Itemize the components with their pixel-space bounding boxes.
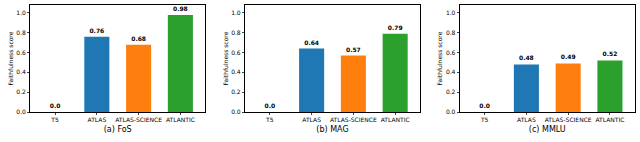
svg-text:0.98: 0.98	[173, 5, 188, 12]
svg-text:ATLAS: ATLAS	[87, 116, 106, 123]
svg-text:1.0: 1.0	[446, 9, 456, 16]
svg-text:0.4: 0.4	[231, 68, 241, 75]
svg-text:ATLANTIC: ATLANTIC	[595, 116, 624, 123]
svg-text:0.79: 0.79	[388, 24, 403, 31]
svg-text:0.0: 0.0	[446, 108, 456, 115]
svg-text:0.0: 0.0	[479, 102, 490, 109]
svg-text:0.57: 0.57	[346, 46, 361, 53]
svg-text:0.64: 0.64	[304, 39, 319, 46]
svg-text:0.6: 0.6	[231, 49, 241, 56]
svg-text:T5: T5	[480, 116, 489, 123]
svg-text:0.68: 0.68	[131, 35, 146, 42]
svg-text:Faithfulness score: Faithfulness score	[7, 31, 14, 85]
svg-text:0.6: 0.6	[446, 49, 456, 56]
svg-text:ATLAS: ATLAS	[302, 116, 321, 123]
svg-text:0.4: 0.4	[446, 68, 456, 75]
svg-text:0.0: 0.0	[50, 102, 61, 109]
svg-text:ATLAS: ATLAS	[517, 116, 536, 123]
svg-text:0.8: 0.8	[231, 29, 241, 36]
svg-text:ATLAS-SCIENCE: ATLAS-SCIENCE	[330, 116, 377, 123]
svg-text:T5: T5	[50, 116, 59, 123]
svg-text:0.0: 0.0	[231, 108, 241, 115]
svg-text:1.0: 1.0	[16, 9, 26, 16]
svg-text:0.2: 0.2	[16, 88, 26, 95]
svg-text:0.6: 0.6	[16, 49, 26, 56]
svg-text:0.8: 0.8	[446, 29, 456, 36]
svg-text:ATLANTIC: ATLANTIC	[381, 116, 410, 123]
svg-text:ATLANTIC: ATLANTIC	[166, 116, 195, 123]
svg-text:0.49: 0.49	[561, 53, 576, 60]
svg-text:1.0: 1.0	[231, 9, 241, 16]
svg-text:ATLAS-SCIENCE: ATLAS-SCIENCE	[545, 116, 592, 123]
svg-text:0.2: 0.2	[231, 88, 241, 95]
svg-text:T5: T5	[265, 116, 274, 123]
svg-text:Faithfulness score: Faithfulness score	[222, 31, 229, 85]
svg-text:Faithfulness score: Faithfulness score	[436, 31, 443, 85]
svg-text:0.48: 0.48	[519, 54, 534, 61]
svg-text:0.0: 0.0	[265, 102, 276, 109]
svg-text:0.52: 0.52	[603, 50, 618, 57]
svg-text:0.76: 0.76	[89, 27, 104, 34]
svg-text:0.8: 0.8	[16, 29, 26, 36]
svg-text:ATLAS-SCIENCE: ATLAS-SCIENCE	[115, 116, 162, 123]
svg-text:(b) MAG: (b) MAG	[316, 125, 348, 134]
svg-text:0.2: 0.2	[446, 88, 456, 95]
svg-text:(c) MMLU: (c) MMLU	[529, 125, 566, 134]
svg-text:0.4: 0.4	[16, 68, 26, 75]
svg-text:(a) FoS: (a) FoS	[104, 125, 132, 134]
svg-text:0.0: 0.0	[16, 108, 26, 115]
